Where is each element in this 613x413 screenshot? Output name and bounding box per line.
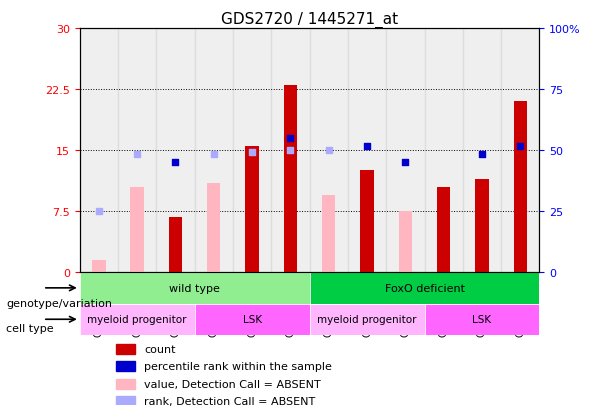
Bar [463,29,501,273]
FancyBboxPatch shape [80,304,195,335]
Bar [271,29,310,273]
Bar [424,29,463,273]
Bar [116,379,135,389]
Point [362,143,372,150]
Bar [322,195,335,273]
Text: genotype/variation: genotype/variation [6,299,112,309]
Bar [116,344,135,354]
Point [247,149,257,156]
Bar [116,362,135,371]
Bar [348,29,386,273]
Bar [437,187,451,273]
FancyBboxPatch shape [195,304,310,335]
Bar [514,102,527,273]
Text: FoxO deficient: FoxO deficient [384,283,465,293]
Bar [310,29,348,273]
Text: myeloid progenitor: myeloid progenitor [88,314,187,325]
Point [286,135,295,142]
Bar [501,29,539,273]
Point [94,208,104,215]
Point [400,159,410,166]
Bar [284,86,297,273]
Text: rank, Detection Call = ABSENT: rank, Detection Call = ABSENT [144,396,315,406]
Point [286,147,295,154]
Bar [386,29,424,273]
Text: cell type: cell type [6,323,54,333]
Bar [398,211,412,273]
Bar [360,171,374,273]
Bar [245,147,259,273]
Bar [80,29,118,273]
Bar [207,183,221,273]
Bar [195,29,233,273]
Text: value, Detection Call = ABSENT: value, Detection Call = ABSENT [144,379,321,389]
Bar [475,179,489,273]
Bar [156,29,195,273]
Bar [233,29,271,273]
Point [324,147,333,154]
FancyBboxPatch shape [310,273,539,304]
Bar [118,29,156,273]
Text: wild type: wild type [169,283,220,293]
Bar [116,396,135,406]
FancyBboxPatch shape [310,304,424,335]
Point [209,152,219,158]
FancyBboxPatch shape [80,273,310,304]
Text: percentile rank within the sample: percentile rank within the sample [144,361,332,371]
Bar [92,260,105,273]
Text: myeloid progenitor: myeloid progenitor [318,314,417,325]
Text: LSK: LSK [473,314,492,325]
Bar [131,187,144,273]
Point [516,143,525,150]
FancyBboxPatch shape [424,304,539,335]
Point [132,152,142,158]
Text: LSK: LSK [243,314,262,325]
Text: count: count [144,344,175,354]
Point [477,152,487,158]
Title: GDS2720 / 1445271_at: GDS2720 / 1445271_at [221,12,398,28]
Bar [169,217,182,273]
Point [170,159,180,166]
